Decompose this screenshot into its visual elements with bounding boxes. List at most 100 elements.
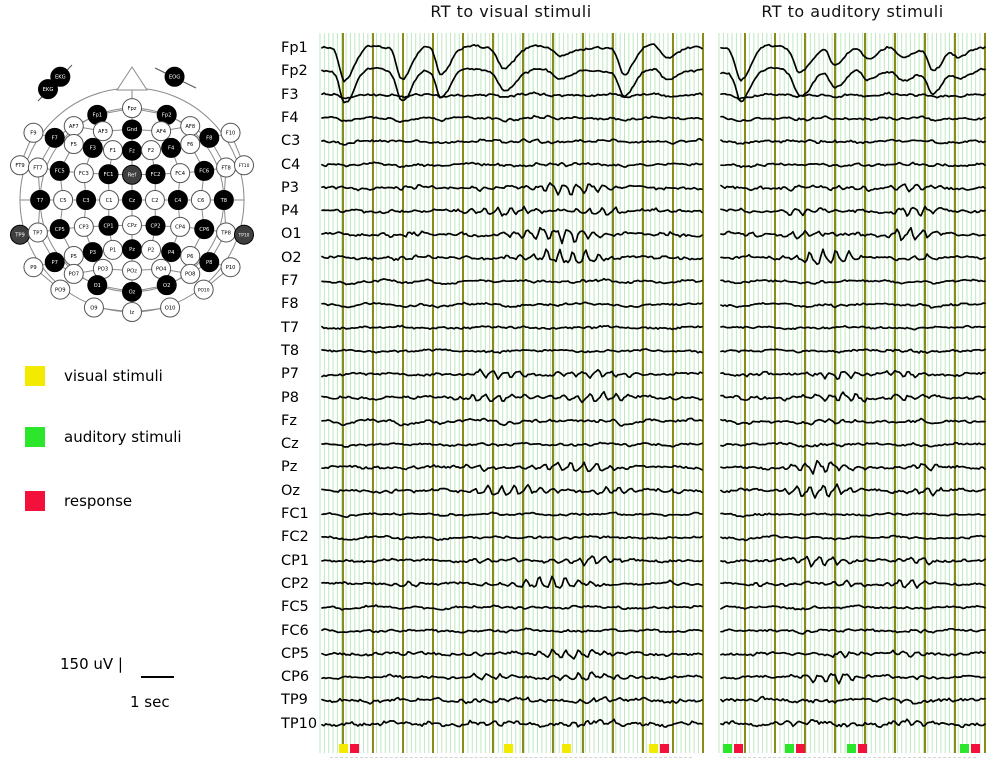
- legend-item-auditory-stimuli: auditory stimuli: [25, 427, 245, 447]
- eeg-trace-TP10-visual: [321, 718, 703, 728]
- channel-label-P3: P3: [281, 179, 299, 196]
- electrode-fc1: FC1: [98, 164, 119, 185]
- electrode-t7: T7: [30, 190, 51, 210]
- channel-label-Fz: Fz: [281, 412, 297, 429]
- eeg-trace-T8-visual: [321, 348, 703, 354]
- eeg-trace-CP2-visual: [321, 575, 703, 589]
- eeg-trace-F3-auditory: [720, 91, 986, 101]
- event-marker-response: [796, 744, 805, 753]
- svg-text:FT10: FT10: [239, 163, 250, 169]
- electrode-af7: AF7: [63, 116, 84, 137]
- svg-text:F3: F3: [90, 146, 96, 152]
- time-scale-bar: [141, 676, 174, 678]
- channel-label-CP2: CP2: [281, 575, 310, 592]
- eeg-trace-O2-visual: [321, 248, 703, 264]
- eeg-trace-CP6-visual: [321, 671, 703, 682]
- electrode-t8: T8: [213, 190, 234, 210]
- electrode-c4: C4: [167, 190, 188, 210]
- svg-text:FC5: FC5: [55, 169, 65, 175]
- svg-text:F1: F1: [110, 148, 116, 154]
- eeg-trace-Oz-auditory: [720, 483, 986, 499]
- event-marker-visual: [562, 744, 571, 753]
- legend-swatch-icon: [25, 366, 45, 386]
- eeg-trace-FC2-auditory: [720, 534, 986, 542]
- eeg-trace-P7-auditory: [720, 369, 986, 380]
- eeg-trace-CP5-visual: [321, 648, 703, 660]
- svg-text:Fpz: Fpz: [128, 106, 137, 112]
- legend-swatch-icon: [25, 427, 45, 447]
- eeg-trace-F4-visual: [321, 114, 703, 124]
- svg-text:F5: F5: [71, 142, 77, 148]
- eeg-trace-F8-visual: [321, 301, 703, 309]
- eeg-trace-P8-visual: [321, 390, 703, 404]
- svg-text:C5: C5: [60, 198, 67, 204]
- aux-electrode-ekg: EKG: [38, 79, 58, 100]
- channel-label-Fp2: Fp2: [281, 63, 308, 80]
- eeg-trace-Fp2-visual: [321, 66, 703, 104]
- event-marker-response: [971, 744, 980, 753]
- electrode-f6: F6: [180, 134, 201, 154]
- electrode-po8: PO8: [180, 263, 201, 284]
- svg-text:FC2: FC2: [151, 172, 161, 178]
- svg-text:P2: P2: [148, 248, 154, 254]
- svg-text:P5: P5: [71, 254, 77, 260]
- event-marker-response: [660, 744, 669, 753]
- electrode-fz: Fz: [122, 140, 142, 161]
- eeg-trace-P4-visual: [321, 205, 703, 217]
- eeg-trace-P7-visual: [321, 368, 703, 380]
- eeg-trace-P8-auditory: [720, 391, 986, 403]
- svg-text:O9: O9: [90, 305, 97, 311]
- channel-label-Pz: Pz: [281, 459, 298, 476]
- panel-title-visual: RT to visual stimuli: [430, 2, 592, 21]
- aux-electrode-eog: EOG: [164, 66, 185, 87]
- eeg-trace-FC2-visual: [321, 534, 703, 542]
- eeg-trace-FC6-auditory: [720, 627, 986, 635]
- eeg-trace-CP1-auditory: [720, 555, 986, 568]
- legend-item-visual-stimuli: visual stimuli: [25, 366, 245, 386]
- electrode-fc4: FC4: [170, 163, 191, 184]
- electrode-c3: C3: [76, 190, 97, 210]
- aux-electrode-ekg: EKG: [50, 66, 71, 87]
- channel-label-P4: P4: [281, 203, 299, 220]
- electrode-af8: AF8: [180, 116, 201, 137]
- electrode-f8: F8: [199, 127, 220, 148]
- electrode-f7: F7: [44, 127, 65, 148]
- eeg-trace-Oz-visual: [321, 483, 703, 496]
- svg-text:PO8: PO8: [185, 272, 196, 278]
- eeg-trace-C4-auditory: [720, 161, 986, 169]
- electrode-c5: C5: [53, 190, 74, 210]
- eeg-trace-FC6-visual: [321, 627, 703, 634]
- electrode-montage-diagram: Fpz Fp1 Fp2 Gnd AF7 AF3 AF4 AF8 F9 F7 F5 F3 F1 Fz F2 F4…: [10, 64, 254, 322]
- electrode-po10: PO10: [193, 279, 214, 300]
- eeg-trace-T7-visual: [321, 324, 703, 331]
- event-marker-visual: [504, 744, 513, 753]
- svg-text:TP8: TP8: [220, 230, 231, 236]
- eeg-panel-auditory: [718, 33, 986, 753]
- electrode-iz: Iz: [122, 302, 142, 322]
- channel-label-Fp1: Fp1: [281, 40, 308, 56]
- svg-text:F10: F10: [226, 131, 236, 137]
- eeg-trace-Fp1-auditory: [720, 43, 986, 82]
- svg-text:P4: P4: [168, 250, 175, 256]
- eeg-trace-Fp2-auditory: [720, 66, 986, 103]
- svg-text:Ref: Ref: [128, 173, 137, 179]
- event-marker-auditory: [723, 744, 732, 753]
- channel-label-TP10: TP10: [281, 715, 318, 732]
- channel-label-F8: F8: [281, 296, 299, 313]
- svg-text:FT7: FT7: [33, 165, 42, 171]
- eeg-trace-Pz-visual: [321, 461, 703, 473]
- channel-label-T8: T8: [281, 342, 300, 359]
- svg-text:CP5: CP5: [55, 227, 65, 233]
- eeg-trace-Pz-auditory: [720, 459, 986, 475]
- svg-text:F2: F2: [148, 148, 154, 154]
- eeg-trace-Cz-visual: [321, 441, 703, 448]
- channel-label-FC6: FC6: [281, 622, 309, 639]
- panel-underline-left: [330, 757, 692, 758]
- svg-text:CPz: CPz: [127, 223, 137, 229]
- electrode-f9: F9: [23, 122, 44, 143]
- svg-text:PO7: PO7: [69, 272, 80, 278]
- electrode-cp1: CP1: [98, 215, 119, 236]
- svg-text:P8: P8: [206, 260, 212, 266]
- svg-text:Pz: Pz: [129, 247, 135, 253]
- electrode-f3: F3: [82, 137, 103, 158]
